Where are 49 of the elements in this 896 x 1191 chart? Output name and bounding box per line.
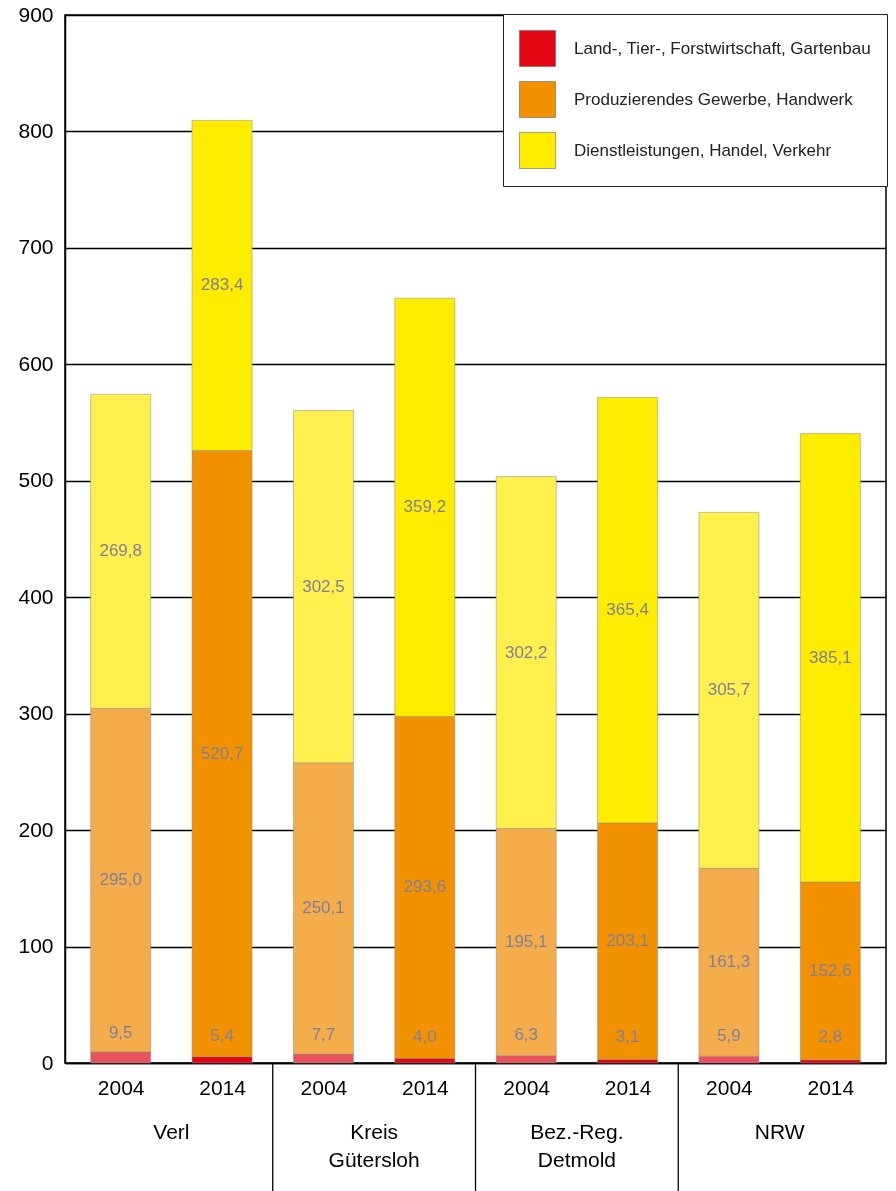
data-label: 4,0 <box>412 1026 437 1046</box>
y-tick-label: 200 <box>18 817 54 841</box>
y-tick-label: 800 <box>18 118 54 142</box>
legend-label: Dienstleistungen, Handel, Verkehr <box>574 140 832 160</box>
data-label: 302,2 <box>504 642 548 662</box>
data-label: 195,1 <box>504 932 548 952</box>
data-label: 5,9 <box>717 1025 741 1045</box>
data-label: 3,1 <box>615 1027 640 1047</box>
data-label: 359,2 <box>403 497 447 517</box>
y-tick-label: 500 <box>18 468 54 492</box>
data-label: 7,7 <box>311 1024 336 1044</box>
y-tick-label: 700 <box>18 235 54 259</box>
data-label: 520,7 <box>200 743 244 763</box>
data-label: 283,4 <box>200 275 244 295</box>
data-label: 269,8 <box>99 541 142 561</box>
x-tick-label: 2014 <box>199 1075 247 1099</box>
data-label: 385,1 <box>809 647 852 667</box>
y-tick-label: 0 <box>41 1050 54 1074</box>
data-label: 9,5 <box>108 1023 133 1043</box>
data-label: 305,7 <box>707 680 751 700</box>
y-tick-label: 400 <box>18 584 54 608</box>
data-label: 295,0 <box>99 870 142 890</box>
data-label: 365,4 <box>606 600 649 620</box>
y-tick-label: 300 <box>18 701 54 725</box>
x-tick-label: 2014 <box>401 1075 449 1099</box>
data-label: 293,6 <box>403 877 447 897</box>
data-label: 5,4 <box>210 1025 234 1045</box>
data-label: 250,1 <box>302 898 345 918</box>
data-label: 6,3 <box>514 1025 539 1045</box>
text: NRW <box>754 1120 805 1143</box>
data-label: 152,6 <box>809 960 852 980</box>
data-label: 302,5 <box>302 576 345 596</box>
y-tick-label: 100 <box>18 934 54 958</box>
text: Kreis Gütersloh <box>328 1120 420 1171</box>
legend-label: Land-, Tier-, Forstwirtschaft, Gartenbau <box>574 38 871 58</box>
x-tick-label: 2014 <box>604 1075 652 1099</box>
data-label: 2,8 <box>818 1027 843 1047</box>
x-tick-label: 2014 <box>807 1075 855 1099</box>
legend-label: Produzierendes Gewerbe, Handwerk <box>574 89 854 109</box>
text: Bez.-Reg. Detmold <box>530 1120 624 1171</box>
y-tick-label: 600 <box>18 351 54 375</box>
x-tick-label: 2004 <box>97 1075 145 1099</box>
x-tick-label: 2004 <box>706 1075 754 1099</box>
text: Verl <box>153 1120 190 1143</box>
x-tick-label: 2004 <box>503 1075 551 1099</box>
y-tick-label: 900 <box>18 2 54 26</box>
data-label: 161,3 <box>707 952 751 972</box>
x-tick-label: 2004 <box>300 1075 348 1099</box>
data-label: 203,1 <box>606 931 649 951</box>
